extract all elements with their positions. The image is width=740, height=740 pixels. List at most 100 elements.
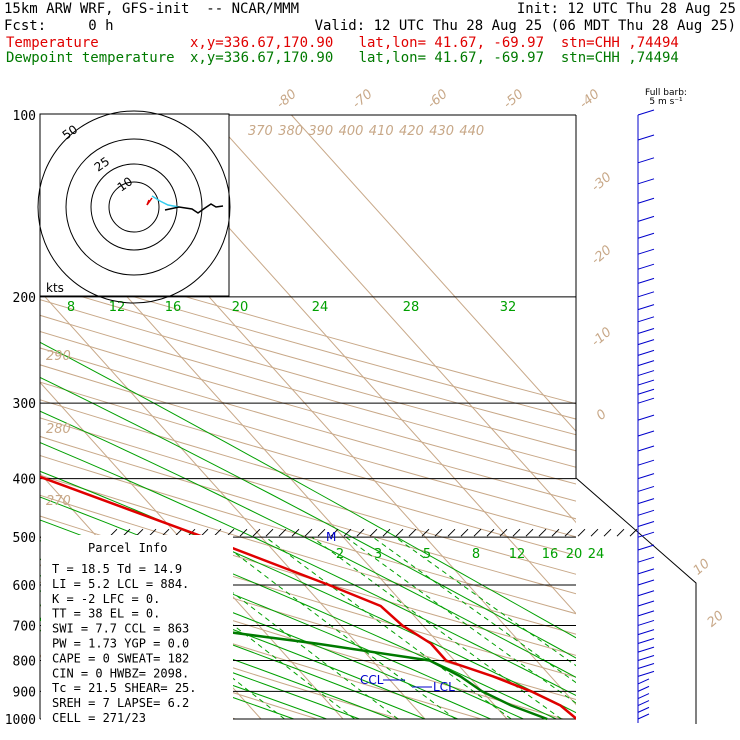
wind-barb [637, 544, 655, 551]
wind-barb [637, 215, 655, 222]
isotherm-label: -20 [589, 243, 615, 268]
theta-label: 390 [308, 124, 333, 139]
dry-adiabat [40, 268, 576, 420]
dry-adiabat [40, 454, 576, 615]
mixing-ratio-label: 3 [374, 547, 382, 562]
theta-label: 280 [46, 422, 71, 437]
wind-barb [637, 379, 655, 386]
hatch-mark [278, 528, 287, 537]
wind-barb [637, 414, 655, 421]
wind-barb [637, 600, 655, 607]
isotherm-label: 10 [691, 556, 713, 578]
mixing-ratio-label: 20 [566, 547, 583, 562]
wind-barb [637, 590, 655, 597]
isotherm-label: -70 [350, 87, 376, 112]
hodograph-frame [39, 113, 230, 297]
isotherm-label: -10 [589, 325, 615, 350]
wind-barb [637, 638, 655, 645]
hodograph-red [146, 197, 153, 206]
parcel-row: CIN = 0 HWBZ= 2098. [52, 666, 189, 680]
hatch-mark [538, 528, 547, 537]
mixing-ratio-line [395, 536, 576, 667]
hatch-mark [603, 528, 612, 537]
moist-adiabat [40, 410, 576, 678]
mixing-ratio-label: 28 [403, 300, 420, 315]
parcel-row: TT = 38 EL = 0. [52, 607, 160, 621]
isotherm-label: -30 [589, 170, 615, 195]
wind-barb [637, 291, 655, 298]
hatch-mark [577, 528, 586, 537]
hatch-mark [460, 528, 469, 537]
moist-adiabat [40, 575, 426, 720]
moist-adiabat [40, 590, 393, 720]
hatch-mark [343, 528, 352, 537]
pressure-label: 300 [13, 397, 36, 412]
wind-barb [637, 619, 655, 626]
hatch-mark [434, 528, 443, 537]
hatch-mark [629, 528, 638, 537]
hatch-mark [421, 528, 430, 537]
moist-adiabat [40, 604, 360, 720]
mixing-ratio-label: 8 [472, 547, 480, 562]
wind-barb [637, 459, 655, 466]
wind-barb [637, 134, 655, 141]
dry-adiabat [40, 581, 482, 720]
moist-adiabat [40, 376, 576, 659]
mixing-ratio-label: 8 [67, 300, 75, 315]
wind-barb [637, 197, 655, 204]
dry-adiabat [40, 314, 576, 468]
isotherm-label: -50 [501, 87, 527, 112]
barb-unit: 5 m s⁻¹ [649, 97, 683, 107]
barb-title: Full barb: [645, 88, 687, 98]
wind-barb [637, 232, 655, 239]
wind-barb [637, 397, 655, 404]
wind-barb [637, 509, 655, 516]
theta-label: 400 [339, 124, 364, 139]
mixing-ratio-label: 16 [542, 547, 559, 562]
hatch-mark [304, 528, 313, 537]
mixing-ratio-line [311, 536, 562, 720]
hatch-mark [473, 528, 482, 537]
right-axis-kink [575, 477, 697, 724]
theta-label: 370 [248, 124, 273, 139]
hodograph-cyan [151, 195, 180, 208]
moist-adiabat [40, 470, 576, 714]
hatch-mark [252, 528, 261, 537]
wind-barb [637, 568, 655, 575]
pressure-label: 700 [13, 619, 36, 634]
parcel-info-box: Parcel Info T = 18.5 Td = 14.9LI = 5.2 LC… [41, 535, 233, 725]
mixing-ratio-label: 24 [588, 547, 605, 562]
mixing-ratio-label: 12 [109, 300, 126, 315]
mixing-ratio-label: 32 [500, 300, 517, 315]
dry-adiabat [40, 474, 576, 635]
hatch-mark [447, 528, 456, 537]
wind-barb [637, 531, 655, 538]
wind-barb [637, 579, 655, 586]
mixing-ratio-line [265, 536, 512, 720]
hatch-mark [330, 528, 339, 537]
hatch-mark [551, 528, 560, 537]
wind-barb [637, 693, 650, 700]
hodograph-ring [108, 181, 160, 233]
wind-barb [637, 370, 655, 377]
wind-barb [637, 277, 655, 284]
moist-adiabat [40, 341, 576, 639]
isotherm-line [209, 114, 576, 524]
moist-adiabat [40, 442, 576, 697]
parcel-row: CELL = 271/23 [52, 711, 146, 725]
wind-barb [637, 663, 655, 670]
lcl-label: LCL [433, 680, 455, 694]
wind-barb [637, 349, 655, 356]
mixing-ratio-line [213, 536, 456, 720]
hatch-mark [499, 528, 508, 537]
hatch-mark [512, 528, 521, 537]
wind-barb [637, 388, 655, 395]
hatch-mark [239, 528, 248, 537]
mixing-ratio-label: 20 [232, 300, 249, 315]
pressure-label: 200 [13, 291, 36, 306]
hatch-mark [382, 528, 391, 537]
dry-adiabat [40, 417, 576, 575]
parcel-box-bg [41, 535, 233, 723]
mixing-ratio-line [120, 536, 355, 720]
